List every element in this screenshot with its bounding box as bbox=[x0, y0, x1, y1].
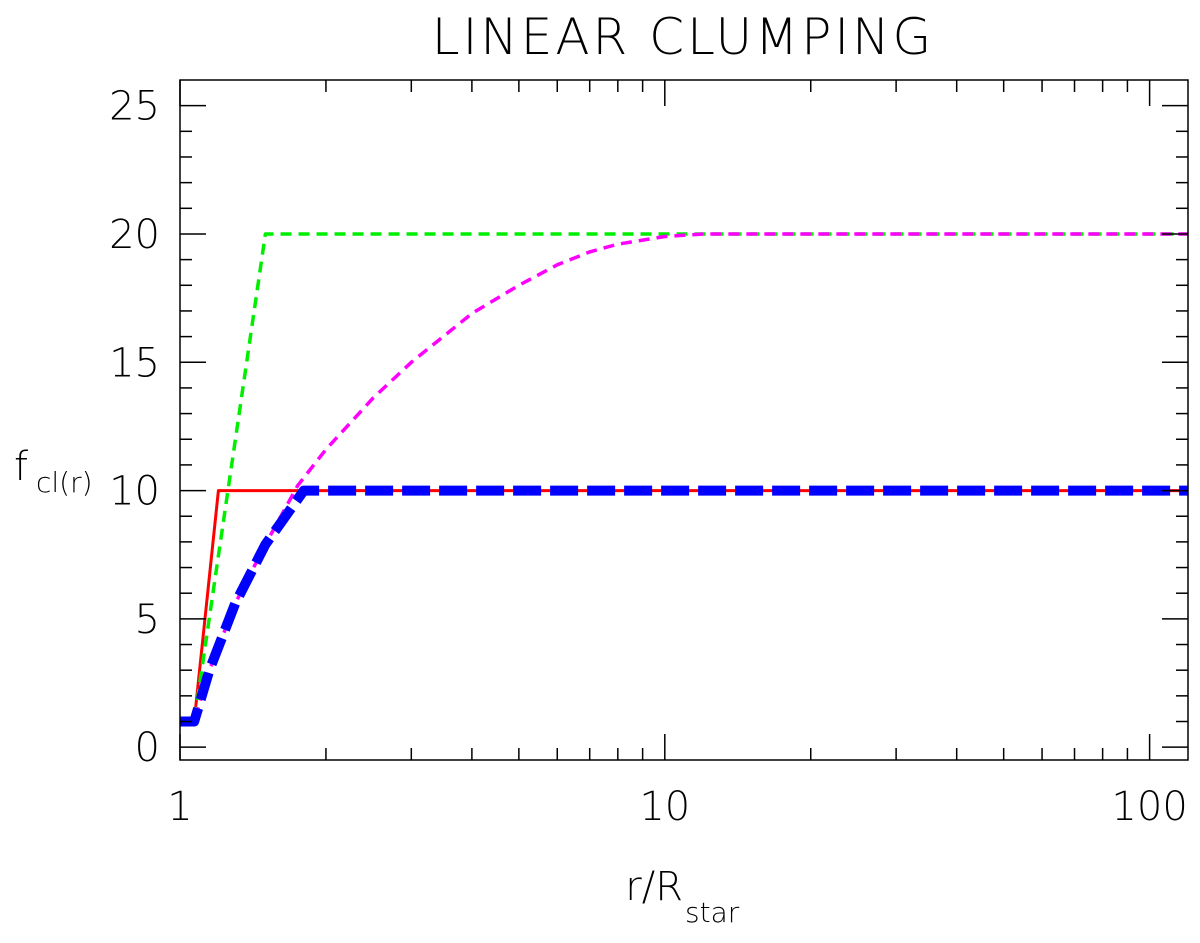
svg-text:r/R: r/R bbox=[625, 864, 683, 910]
series-line-4 bbox=[180, 485, 1188, 727]
svg-text:cl(r): cl(r) bbox=[36, 466, 93, 499]
ticks-layer: 0 5 10 15 20 25 1 10 100 bbox=[109, 80, 1188, 830]
y-tick-label: 15 bbox=[109, 340, 160, 386]
series-line-3 bbox=[180, 232, 1188, 724]
x-axis-label-main: r/R bbox=[625, 864, 683, 910]
y-tick-label: 20 bbox=[109, 212, 160, 258]
series-line-2 bbox=[180, 232, 1188, 724]
y-axis-label-main: f bbox=[14, 444, 28, 490]
y-tick-label: 10 bbox=[109, 469, 160, 515]
y-tick-label: 5 bbox=[135, 597, 160, 643]
y-tick-label: 25 bbox=[109, 84, 160, 130]
series-layer bbox=[180, 232, 1188, 727]
x-tick-label: 10 bbox=[639, 784, 690, 830]
y-tick-label: 0 bbox=[135, 725, 160, 771]
x-tick-label: 100 bbox=[1111, 784, 1187, 830]
y-axis-label: f cl(r) bbox=[14, 444, 93, 499]
x-axis-label: r/R star bbox=[625, 864, 739, 929]
chart-title: LINEAR CLUMPING bbox=[432, 8, 935, 66]
x-tick-label: 1 bbox=[167, 784, 192, 830]
y-axis-label-sub: cl(r) bbox=[36, 466, 93, 499]
plot-frame bbox=[179, 79, 1189, 761]
x-axis-label-sub: star bbox=[685, 896, 740, 929]
svg-text:star: star bbox=[685, 896, 740, 929]
svg-text:f: f bbox=[14, 444, 28, 490]
series-line-1 bbox=[180, 489, 1188, 723]
